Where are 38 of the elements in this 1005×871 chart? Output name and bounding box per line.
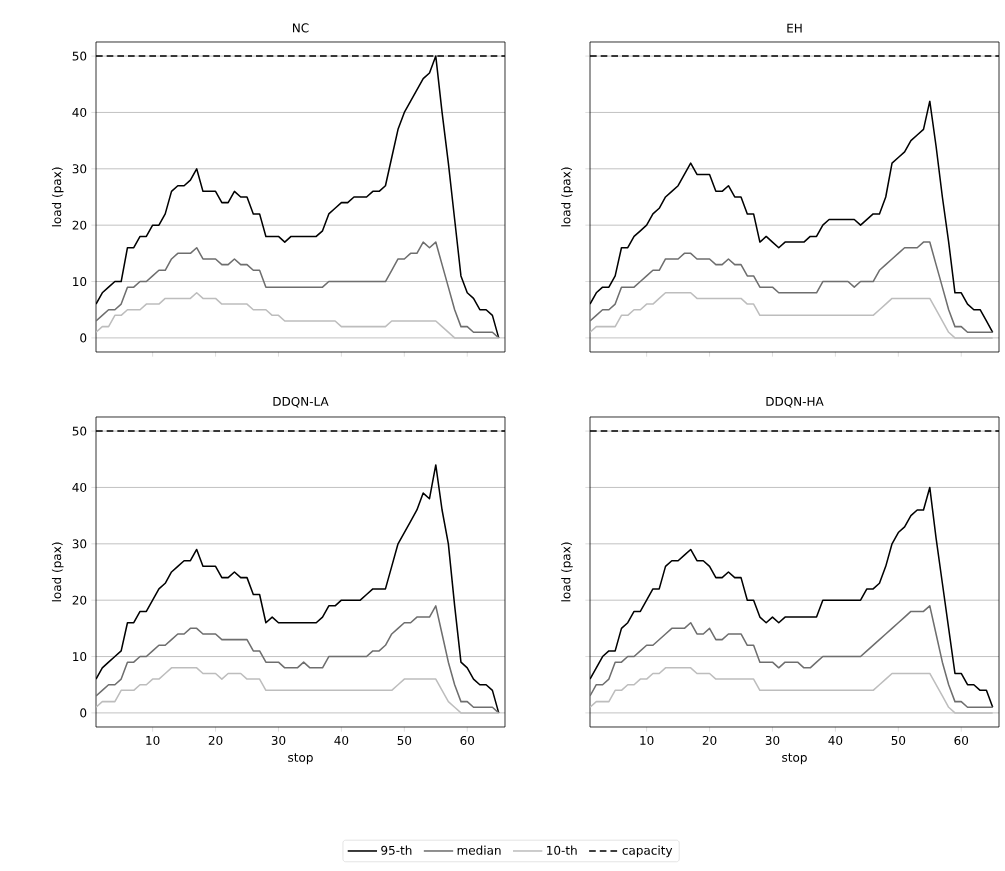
x-axis-title: stop	[782, 753, 807, 765]
y-tick-label: 20	[72, 220, 87, 230]
x-tick-label: 60	[954, 735, 969, 745]
y-axis-title: load (pax)	[51, 167, 64, 227]
y-axis-title: load (pax)	[561, 167, 573, 227]
x-tick-label: 30	[271, 735, 286, 745]
y-tick-label: 30	[72, 539, 87, 549]
x-tick-label: 40	[828, 735, 843, 745]
x-tick-label: 60	[460, 735, 475, 745]
y-tick-label: 10	[73, 276, 87, 287]
y-tick-label: 30	[72, 164, 87, 174]
x-tick-label: 50	[891, 735, 906, 745]
x-tick-label: 10	[640, 735, 654, 745]
y-tick-label: 0	[80, 333, 87, 343]
chart-title: EH	[787, 23, 802, 33]
x-tick-label: 20	[702, 735, 717, 745]
y-axis-title: load (pax)	[561, 542, 573, 602]
y-tick-label: 20	[72, 595, 87, 605]
chart-title: DDQN-LA	[273, 396, 329, 408]
y-tick-label: 40	[72, 482, 87, 492]
chart-title: DDQN-HA	[766, 396, 824, 408]
y-axis-title: load (pax)	[51, 542, 64, 602]
legend-label: median	[457, 845, 501, 855]
legend-label: capacity	[622, 845, 673, 858]
x-tick-label: 50	[397, 735, 412, 745]
legend-label: 95-th	[381, 845, 412, 855]
y-tick-label: 50	[72, 51, 87, 61]
x-tick-label: 20	[208, 735, 223, 745]
chart-title: NC	[292, 23, 309, 33]
x-tick-label: 10	[146, 735, 160, 745]
y-tick-label: 0	[80, 708, 87, 718]
x-tick-label: 40	[334, 735, 349, 745]
legend-label: 10-th	[547, 845, 577, 855]
x-tick-label: 30	[765, 735, 780, 745]
y-tick-label: 10	[73, 652, 87, 662]
x-axis-title: stop	[288, 753, 313, 765]
y-tick-label: 50	[72, 426, 87, 436]
y-tick-label: 40	[72, 107, 87, 117]
